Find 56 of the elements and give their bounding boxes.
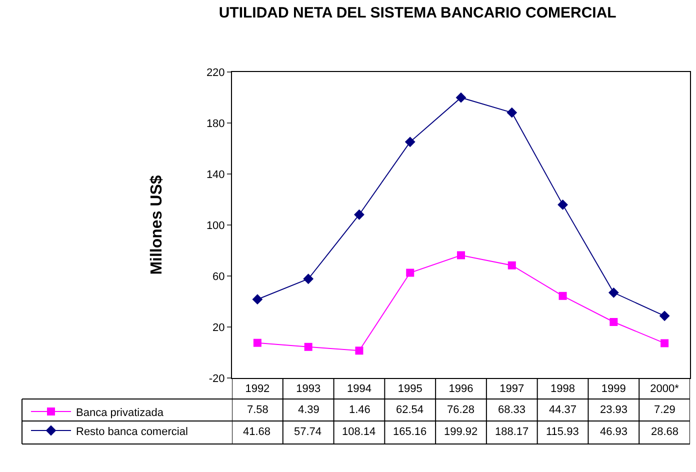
point bbox=[608, 287, 619, 298]
data-label: 165.16 bbox=[393, 426, 427, 438]
data-label: 28.68 bbox=[651, 426, 679, 438]
data-label: 23.93 bbox=[600, 404, 628, 416]
x-tick-label: 1993 bbox=[296, 383, 321, 396]
point bbox=[508, 261, 516, 270]
data-label: 7.58 bbox=[247, 404, 268, 416]
point bbox=[253, 338, 262, 347]
data-label: 62.54 bbox=[396, 404, 424, 416]
x-tick-label: 1995 bbox=[398, 383, 422, 396]
data-label: 7.29 bbox=[654, 404, 676, 416]
data-label: 199.92 bbox=[444, 426, 478, 438]
point bbox=[456, 92, 466, 103]
x-tick-label: 1998 bbox=[550, 383, 576, 396]
data-label: 4.39 bbox=[298, 404, 320, 416]
x-tick-label: 1994 bbox=[346, 383, 372, 396]
y-tick-label: 100 bbox=[206, 220, 225, 232]
data-label: 76.28 bbox=[447, 404, 475, 416]
point bbox=[304, 342, 312, 351]
x-tick-label: 1997 bbox=[500, 383, 524, 396]
y-tick-label: 60 bbox=[212, 270, 225, 283]
point bbox=[558, 199, 568, 210]
data-label: 1.46 bbox=[349, 404, 370, 416]
legend-label: Banca privatizada bbox=[76, 406, 164, 419]
data-label: 68.33 bbox=[498, 404, 526, 416]
data-label: 188.17 bbox=[495, 426, 529, 438]
y-tick-label: 20 bbox=[212, 322, 225, 334]
point bbox=[355, 346, 364, 355]
point bbox=[457, 251, 465, 260]
data-label: 57.74 bbox=[294, 426, 322, 438]
data-label: 108.14 bbox=[342, 426, 376, 438]
point bbox=[406, 268, 414, 277]
legend-label: Resto banca comercial bbox=[76, 426, 188, 438]
point bbox=[252, 294, 263, 305]
point bbox=[506, 107, 518, 118]
point bbox=[660, 339, 669, 348]
y-tick-label: 140 bbox=[206, 168, 225, 181]
point bbox=[610, 318, 618, 326]
x-tick-label: 1999 bbox=[601, 383, 626, 396]
x-tick-label: 1996 bbox=[448, 383, 474, 396]
point bbox=[354, 209, 364, 220]
chart-title: UTILIDAD NETA DEL SISTEMA BANCARIO COMERCIAL bbox=[218, 4, 616, 22]
x-tick-label: 1992 bbox=[245, 383, 270, 396]
y-tick-label: 220 bbox=[206, 66, 225, 79]
data-label: 46.93 bbox=[600, 426, 628, 438]
point bbox=[303, 274, 314, 284]
x-tick-label: 2000* bbox=[650, 383, 680, 396]
y-tick-label: 180 bbox=[206, 118, 225, 130]
y-axis-title: Millones US$ bbox=[148, 175, 166, 275]
point bbox=[404, 136, 416, 148]
point bbox=[558, 292, 567, 300]
y-tick-label: -20 bbox=[208, 372, 225, 385]
data-label: 44.37 bbox=[549, 404, 577, 416]
data-label: 115.93 bbox=[546, 426, 579, 438]
data-label: 41.68 bbox=[243, 426, 271, 438]
point bbox=[659, 310, 670, 322]
